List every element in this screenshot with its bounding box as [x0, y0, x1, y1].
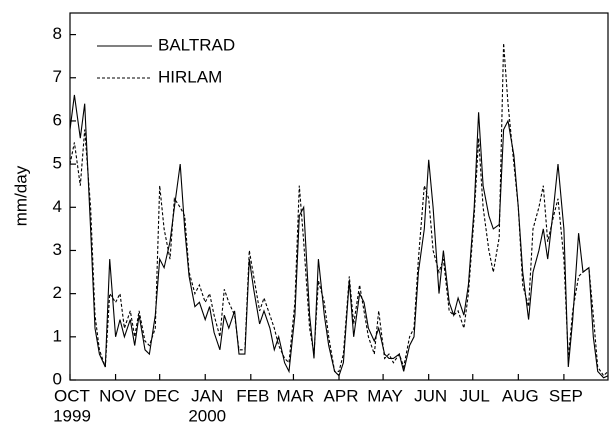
y-tick-label: 5: [53, 154, 62, 173]
y-tick-label: 8: [53, 24, 62, 43]
legend-label: HIRLAM: [158, 67, 222, 86]
x-tick-label: DEC: [144, 386, 180, 405]
y-tick-label: 7: [53, 67, 62, 86]
y-axis-label: mm/day: [11, 165, 30, 226]
y-tick-label: 1: [53, 326, 62, 345]
x-tick-label: FEB: [236, 386, 269, 405]
y-tick-label: 4: [53, 197, 62, 216]
x-tick-label: JUL: [460, 386, 490, 405]
y-tick-label: 3: [53, 240, 62, 259]
x-tick-label: JAN: [191, 386, 223, 405]
y-tick-label: 2: [53, 283, 62, 302]
x-tick-label: JUN: [414, 386, 447, 405]
legend-label: BALTRAD: [158, 35, 235, 54]
year-label: 1999: [53, 406, 91, 425]
x-tick-label: AUG: [502, 386, 539, 405]
data-line: [69, 94, 609, 379]
x-tick-label: MAR: [277, 386, 315, 405]
x-tick-label: NOV: [99, 386, 137, 405]
x-tick-label: SEP: [549, 386, 583, 405]
y-tick-label: 6: [53, 110, 62, 129]
x-tick-label: MAY: [367, 386, 403, 405]
plot-frame: [69, 12, 609, 381]
x-tick-label: OCT: [54, 386, 90, 405]
y-tick-label: 0: [53, 369, 62, 388]
x-tick-label: APR: [324, 386, 359, 405]
data-line: [69, 43, 609, 377]
year-label: 2000: [188, 406, 226, 425]
